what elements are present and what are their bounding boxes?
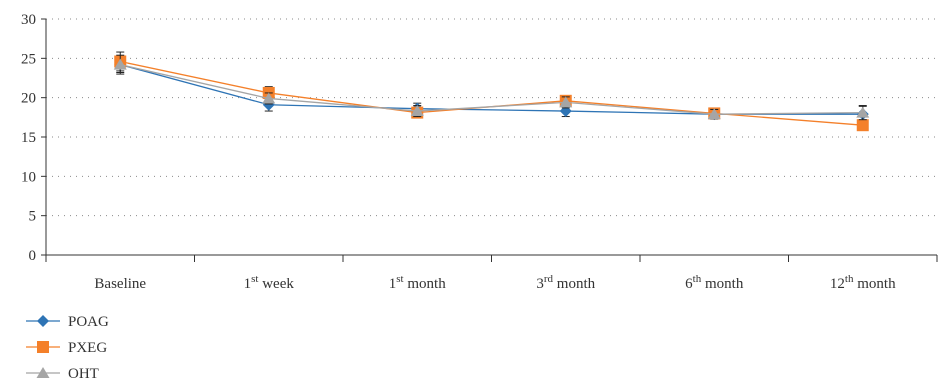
y-tick-label: 30 [21, 12, 36, 28]
series [113, 51, 870, 132]
series-oht [113, 54, 870, 121]
y-tick-label: 20 [21, 91, 36, 107]
legend-marker-poag [37, 315, 49, 327]
axes: 0 5 10 15 20 25 30 Baseline 1st week 1st month 3rd… [21, 12, 938, 292]
grid [46, 18, 937, 217]
x-tick-label: 6th month [685, 273, 744, 292]
data-point-pxeg [856, 119, 869, 132]
y-tick-label: 25 [21, 51, 36, 67]
legend-label-poag: POAG [68, 314, 109, 330]
legend: POAG PXEG OHT [26, 314, 109, 382]
x-tick-label: Baseline [94, 276, 146, 292]
legend-item-pxeg: PXEG [26, 340, 107, 356]
data-point-oht [262, 92, 276, 104]
x-tick-label: 3rd month [536, 273, 595, 292]
series-line-pxeg [120, 60, 863, 126]
legend-marker-pxeg [37, 341, 49, 353]
legend-item-poag: POAG [26, 314, 109, 330]
data-point-oht [559, 96, 573, 108]
data-point-oht [410, 105, 424, 117]
y-tick-label: 5 [29, 209, 37, 225]
legend-label-oht: OHT [68, 366, 99, 382]
x-tick-label: 1st week [244, 273, 295, 292]
x-tick-label: 1st month [389, 273, 446, 292]
legend-item-oht: OHT [26, 366, 99, 382]
data-point-oht [113, 58, 127, 70]
y-tick-label: 15 [21, 130, 36, 146]
legend-label-pxeg: PXEG [68, 340, 107, 356]
series-pxeg [114, 51, 869, 132]
y-tick-label: 10 [21, 169, 36, 185]
legend-marker-oht [36, 367, 50, 378]
data-point-oht [856, 106, 870, 118]
x-tick-label: 12th month [830, 273, 896, 292]
data-point-oht [707, 108, 721, 120]
series-line-oht [120, 63, 863, 115]
y-tick-label: 0 [29, 248, 37, 264]
